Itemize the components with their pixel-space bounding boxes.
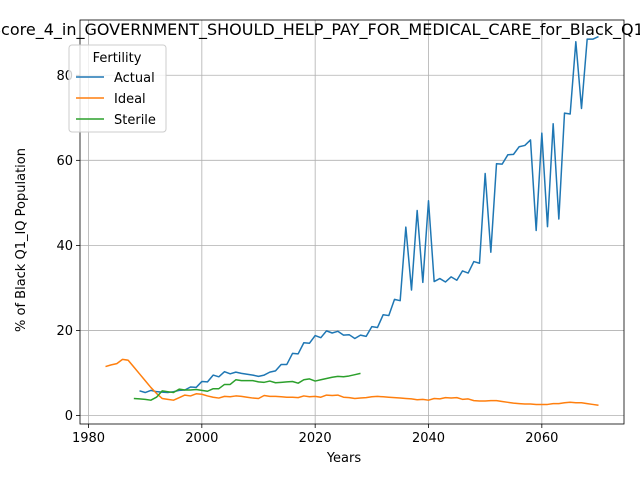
- series-line-sterile: [133, 372, 361, 401]
- series-layer: [105, 35, 599, 407]
- legend-label-actual: Actual: [114, 71, 155, 86]
- axes-frame: [79, 19, 625, 425]
- y-tick-label: 60: [56, 154, 73, 169]
- x-axis-ticks: 1980 2000 2020 2040 2060: [72, 424, 558, 446]
- x-tick-label: 2020: [299, 431, 332, 446]
- grid-lines: [80, 20, 624, 424]
- legend: Fertility Actual Ideal Sterile: [68, 44, 167, 133]
- x-axis-label: Years: [326, 451, 362, 466]
- legend-box: [68, 44, 167, 133]
- chart-title: Score_4_in_GOVERNMENT_SHOULD_HELP_PAY_FO…: [0, 20, 640, 40]
- legend-label-sterile: Sterile: [114, 113, 156, 128]
- y-tick-label: 20: [56, 324, 73, 339]
- legend-title: Fertility: [93, 51, 142, 66]
- series-line-ideal: [105, 358, 599, 407]
- legend-entries: Actual Ideal Sterile: [76, 71, 156, 128]
- x-tick-label: 1980: [72, 431, 105, 446]
- x-tick-label: 2040: [412, 431, 445, 446]
- y-tick-label: 0: [65, 409, 73, 424]
- legend-label-ideal: Ideal: [114, 92, 146, 107]
- x-tick-label: 2000: [185, 431, 218, 446]
- x-tick-label: 2060: [525, 431, 558, 446]
- series-line-actual: [139, 35, 599, 394]
- y-axis-label: % of Black Q1_IQ Population: [14, 148, 29, 332]
- y-tick-label: 40: [56, 239, 73, 254]
